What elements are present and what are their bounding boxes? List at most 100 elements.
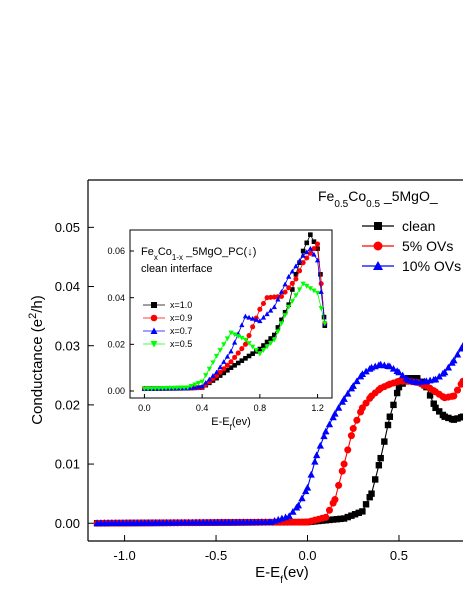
data-point bbox=[384, 421, 392, 429]
data-point bbox=[304, 249, 310, 255]
inset-title-line2: clean interface bbox=[141, 263, 213, 275]
inset-legend-marker-x10 bbox=[151, 302, 157, 308]
data-point bbox=[459, 413, 463, 420]
data-point bbox=[293, 293, 299, 299]
data-point bbox=[282, 313, 288, 318]
data-point bbox=[192, 382, 198, 388]
data-point bbox=[271, 337, 277, 343]
legend-label-10ovs: 10% OVs bbox=[402, 258, 461, 274]
data-point bbox=[453, 350, 462, 358]
data-point bbox=[344, 389, 352, 397]
data-point bbox=[203, 373, 209, 379]
data-point bbox=[459, 377, 463, 385]
data-point bbox=[326, 516, 333, 524]
x-tick-label: -0.5 bbox=[205, 548, 227, 563]
data-point bbox=[300, 252, 306, 258]
data-point bbox=[286, 302, 292, 307]
data-point bbox=[275, 329, 281, 335]
data-point bbox=[371, 476, 379, 483]
data-point bbox=[224, 336, 231, 342]
data-point bbox=[235, 350, 241, 356]
data-point bbox=[322, 321, 328, 327]
data-point bbox=[307, 286, 314, 292]
data-point bbox=[286, 285, 292, 291]
data-point bbox=[325, 506, 333, 514]
data-point bbox=[441, 368, 449, 376]
data-point bbox=[239, 346, 245, 352]
data-point bbox=[329, 413, 337, 421]
data-point bbox=[217, 373, 223, 378]
data-point bbox=[264, 295, 270, 301]
inset-title-line1: FexCo1-x _5MgO_PC(↓) bbox=[141, 246, 256, 262]
data-point bbox=[334, 404, 343, 411]
x-tick-label: 0.8 bbox=[254, 403, 267, 413]
y-tick-label: 0.05 bbox=[55, 220, 80, 235]
data-point bbox=[340, 515, 348, 522]
data-point bbox=[217, 348, 223, 353]
data-point bbox=[311, 457, 319, 465]
data-point bbox=[322, 513, 330, 521]
data-point bbox=[444, 363, 453, 371]
data-point bbox=[181, 385, 187, 391]
inset-legend-label-x09: x=0.9 bbox=[170, 313, 192, 323]
data-point bbox=[195, 384, 202, 389]
data-point bbox=[414, 375, 421, 382]
data-point bbox=[289, 280, 295, 286]
data-point bbox=[221, 342, 227, 348]
data-point bbox=[206, 366, 213, 372]
data-point bbox=[188, 383, 194, 389]
data-point bbox=[312, 451, 321, 459]
data-point bbox=[231, 332, 238, 338]
inset-legend: x=1.0 x=0.9 x=0.7 x=0.5 bbox=[143, 300, 192, 349]
data-point bbox=[289, 299, 295, 304]
data-point bbox=[368, 490, 375, 497]
x-tick-label: 0.0 bbox=[138, 403, 151, 413]
data-point bbox=[250, 351, 255, 356]
data-point bbox=[375, 462, 383, 469]
data-point bbox=[307, 250, 313, 256]
data-point bbox=[325, 420, 334, 428]
data-point bbox=[228, 359, 234, 365]
data-point bbox=[260, 314, 267, 320]
y-tick-label: 0.04 bbox=[107, 293, 125, 303]
data-point bbox=[349, 382, 357, 389]
data-point bbox=[307, 245, 314, 251]
data-point bbox=[239, 322, 245, 328]
data-point bbox=[311, 251, 317, 257]
inset-background bbox=[129, 229, 333, 399]
inset-plot: 0.0 0.4 0.8 1.2 0.00 0.02 0.04 0.06 FexCo1-x _5… bbox=[107, 229, 333, 432]
data-point bbox=[246, 333, 252, 339]
x-tick-label: 0.4 bbox=[196, 403, 209, 413]
data-point bbox=[311, 246, 317, 252]
main-series bbox=[93, 341, 463, 527]
data-point bbox=[253, 317, 259, 322]
data-point bbox=[362, 501, 370, 508]
data-point bbox=[210, 373, 216, 378]
data-point bbox=[249, 315, 256, 321]
y-tick-label: 0.01 bbox=[55, 457, 80, 472]
data-point bbox=[148, 386, 155, 392]
data-point bbox=[318, 289, 324, 294]
data-point bbox=[362, 367, 370, 375]
data-point bbox=[242, 313, 249, 319]
data-point bbox=[358, 404, 366, 412]
data-point bbox=[214, 373, 220, 379]
y-tick-label: 0.06 bbox=[107, 246, 125, 256]
y-tick-label: 0.03 bbox=[55, 338, 80, 353]
data-point bbox=[450, 416, 458, 423]
data-point bbox=[454, 415, 461, 422]
data-point bbox=[290, 287, 295, 292]
x-tick-label: 1.2 bbox=[311, 403, 324, 413]
data-point bbox=[304, 255, 310, 261]
data-point bbox=[268, 307, 274, 313]
data-point bbox=[224, 353, 231, 359]
data-point bbox=[426, 392, 434, 399]
data-point bbox=[231, 339, 238, 345]
data-point bbox=[311, 288, 317, 294]
data-point bbox=[268, 336, 273, 341]
data-point bbox=[293, 263, 299, 269]
data-point bbox=[377, 454, 384, 462]
data-point bbox=[170, 385, 176, 391]
data-point bbox=[453, 386, 462, 394]
data-point bbox=[242, 341, 248, 347]
